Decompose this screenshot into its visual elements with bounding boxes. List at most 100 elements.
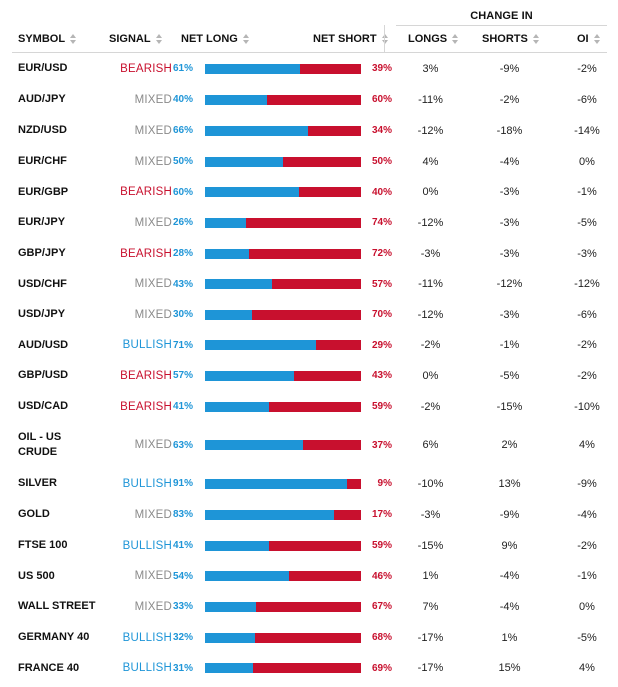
signal-label: MIXED — [134, 124, 172, 137]
symbol-link[interactable]: EUR/USD — [18, 62, 68, 74]
table-row[interactable]: US 500 MIXED 54% 46% 1% -4% -1% — [12, 561, 607, 591]
table-row[interactable]: OIL - US CRUDE MIXED 63% 37% 6% 2% 4% — [12, 422, 607, 468]
short-bar-segment — [293, 370, 361, 381]
symbol-link[interactable]: US 500 — [18, 569, 55, 582]
signal-label: MIXED — [134, 439, 172, 451]
short-bar-segment — [251, 309, 361, 320]
shorts-change-value: -9% — [499, 62, 520, 75]
sort-icon[interactable] — [452, 33, 459, 44]
symbol-link[interactable]: USD/CHF — [18, 277, 67, 290]
longs-change-value: -3% — [420, 247, 441, 260]
net-short-column-header[interactable]: NET SHORT — [313, 25, 388, 52]
net-short-header-label: NET SHORT — [313, 32, 377, 45]
long-short-ratio-bar — [205, 663, 361, 673]
oi-change-value: -1% — [577, 570, 597, 582]
symbol-link[interactable]: GERMANY 40 — [18, 631, 90, 643]
longs-column-header[interactable]: LONGS — [408, 25, 459, 52]
table-row[interactable]: AUD/USD BULLISH 71% 29% -2% -1% -2% — [12, 330, 607, 360]
symbol-link[interactable]: AUD/JPY — [18, 93, 66, 105]
net-long-value: 60% — [173, 186, 194, 198]
symbol-link[interactable]: SILVER — [18, 477, 57, 489]
oi-change-value: 4% — [579, 439, 595, 451]
short-bar-segment — [272, 279, 361, 289]
net-short-value: 29% — [371, 339, 392, 351]
net-short-value: 34% — [371, 125, 392, 136]
symbol-link[interactable]: GOLD — [18, 508, 50, 520]
signal-label: BEARISH — [120, 400, 172, 413]
sort-icon[interactable] — [532, 33, 539, 44]
sort-icon[interactable] — [242, 33, 249, 44]
shorts-column-header[interactable]: SHORTS — [482, 25, 539, 52]
table-row[interactable]: USD/CAD BEARISH 41% 59% -2% -15% -10% — [12, 391, 607, 422]
symbol-link[interactable]: EUR/JPY — [18, 216, 66, 228]
symbol-link[interactable]: GBP/JPY — [18, 247, 66, 259]
table-row[interactable]: WALL STREET MIXED 33% 67% 7% -4% 0% — [12, 591, 607, 622]
long-bar-segment — [205, 663, 254, 673]
net-long-value: 50% — [173, 156, 194, 167]
oi-change-value: -4% — [577, 508, 597, 521]
net-short-value: 70% — [371, 309, 392, 320]
table-row[interactable]: EUR/GBP BEARISH 60% 40% 0% -3% -1% — [12, 177, 607, 207]
sort-icon[interactable] — [155, 33, 162, 44]
table-row[interactable]: GOLD MIXED 83% 17% -3% -9% -4% — [12, 499, 607, 530]
long-short-ratio-bar — [205, 156, 361, 167]
signal-label: BULLISH — [122, 477, 172, 490]
short-bar-segment — [268, 540, 361, 551]
net-short-value: 40% — [371, 186, 392, 198]
sort-icon[interactable] — [593, 33, 600, 44]
table-row[interactable]: USD/JPY MIXED 30% 70% -12% -3% -6% — [12, 299, 607, 330]
oi-change-value: -2% — [577, 62, 597, 75]
table-row[interactable]: GERMANY 40 BULLISH 32% 68% -17% 1% -5% — [12, 622, 607, 653]
table-row[interactable]: EUR/CHF MIXED 50% 50% 4% -4% 0% — [12, 146, 607, 177]
symbol-link[interactable]: OIL - US CRUDE — [18, 431, 62, 458]
symbol-link[interactable]: AUD/USD — [18, 338, 69, 351]
long-short-ratio-bar — [205, 370, 361, 381]
table-row[interactable]: EUR/JPY MIXED 26% 74% -12% -3% -5% — [12, 207, 607, 238]
net-long-value: 83% — [173, 509, 194, 520]
signal-label: BEARISH — [120, 186, 172, 198]
symbol-link[interactable]: GBP/USD — [18, 369, 69, 381]
longs-change-value: -10% — [417, 477, 444, 490]
net-long-column-header[interactable]: NET LONG — [181, 25, 249, 52]
long-bar-segment — [205, 340, 316, 350]
symbol-link[interactable]: EUR/CHF — [18, 155, 67, 167]
symbol-link[interactable]: USD/CAD — [18, 400, 69, 412]
shorts-change-value: -12% — [496, 278, 523, 290]
longs-change-value: -17% — [417, 631, 444, 644]
longs-change-value: 4% — [422, 155, 439, 168]
symbol-link[interactable]: WALL STREET — [18, 600, 96, 612]
table-row[interactable]: FRANCE 40 BULLISH 31% 69% -17% 15% 4% — [12, 653, 607, 683]
table-row[interactable]: GBP/USD BEARISH 57% 43% 0% -5% -2% — [12, 360, 607, 391]
symbol-link[interactable]: FTSE 100 — [18, 539, 68, 551]
table-row[interactable]: SILVER BULLISH 91% 9% -10% 13% -9% — [12, 468, 607, 499]
oi-change-value: -10% — [574, 400, 600, 413]
shorts-change-value: 15% — [498, 662, 521, 674]
sort-icon[interactable] — [70, 33, 77, 44]
net-long-value: 66% — [173, 125, 194, 136]
long-short-ratio-bar — [205, 94, 361, 105]
table-row[interactable]: NZD/USD MIXED 66% 34% -12% -18% -14% — [12, 115, 607, 146]
table-row[interactable]: FTSE 100 BULLISH 41% 59% -15% 9% -2% — [12, 530, 607, 561]
longs-change-value: -11% — [418, 93, 443, 106]
table-row[interactable]: AUD/JPY MIXED 40% 60% -11% -2% -6% — [12, 84, 607, 115]
table-row[interactable]: GBP/JPY BEARISH 28% 72% -3% -3% -3% — [12, 238, 607, 269]
longs-change-value: 1% — [422, 570, 439, 582]
table-row[interactable]: EUR/USD BEARISH 61% 39% 3% -9% -2% — [12, 53, 607, 84]
symbol-link[interactable]: EUR/GBP — [18, 185, 69, 198]
signal-column-header[interactable]: SIGNAL — [109, 25, 162, 52]
table-row[interactable]: USD/CHF MIXED 43% 57% -11% -12% -12% — [12, 269, 607, 299]
signal-label: MIXED — [134, 93, 172, 106]
shorts-change-value: -9% — [499, 508, 520, 521]
symbol-link[interactable]: NZD/USD — [18, 124, 67, 136]
longs-change-value: -11% — [418, 278, 443, 290]
net-long-value: 41% — [173, 540, 194, 551]
signal-label: MIXED — [134, 155, 172, 168]
symbol-link[interactable]: FRANCE 40 — [18, 661, 80, 674]
longs-change-value: -3% — [420, 508, 441, 521]
short-bar-segment — [334, 509, 361, 520]
symbol-column-header[interactable]: SYMBOL — [18, 25, 77, 52]
signal-label: BULLISH — [122, 339, 172, 351]
symbol-link[interactable]: USD/JPY — [18, 308, 66, 320]
oi-column-header[interactable]: OI — [577, 25, 600, 52]
